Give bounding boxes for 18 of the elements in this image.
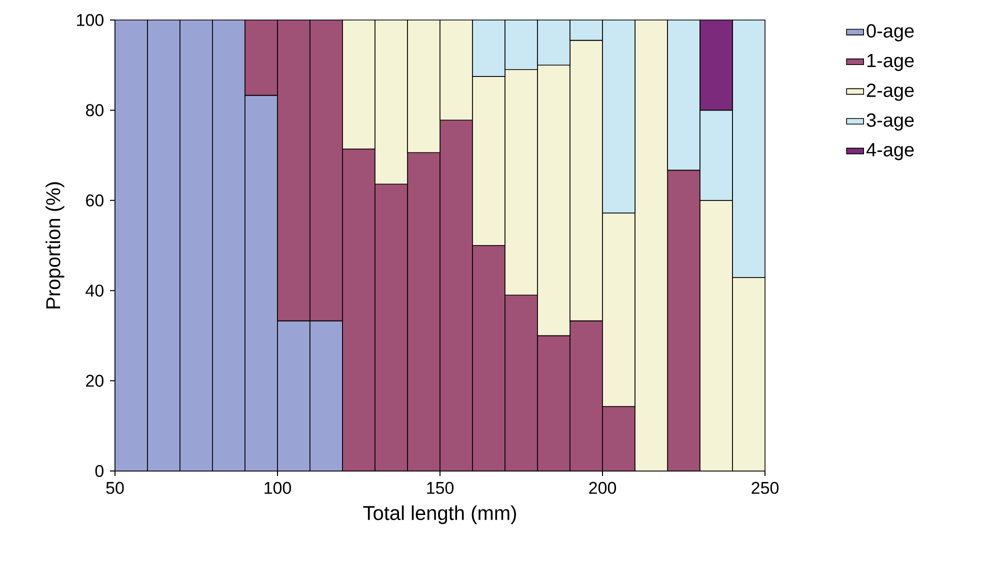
- legend-label: 0-age: [866, 24, 914, 42]
- y-tick-label: 100: [77, 14, 104, 26]
- y-tick-label: 0: [95, 464, 104, 478]
- x-tick-label: 200: [589, 482, 616, 494]
- legend-label: 1-age: [867, 54, 914, 71]
- y-tick-label: 80: [86, 104, 104, 116]
- x-tick-label: 150: [427, 482, 454, 494]
- legend-label: 3-age: [866, 113, 914, 131]
- y-tick-label: 60: [86, 194, 104, 206]
- x-axis-title: Total length (mm): [363, 505, 516, 524]
- x-tick-label: 250: [752, 482, 779, 494]
- x-tick-label: 100: [264, 482, 292, 494]
- legend-label: 2-age: [866, 84, 914, 101]
- y-tick-label: 40: [86, 284, 104, 297]
- legend-label: 4-age: [866, 143, 914, 160]
- y-tick-label: 20: [86, 374, 104, 387]
- x-tick-label: 50: [106, 482, 124, 494]
- y-axis-title: Proportion (%): [46, 182, 64, 308]
